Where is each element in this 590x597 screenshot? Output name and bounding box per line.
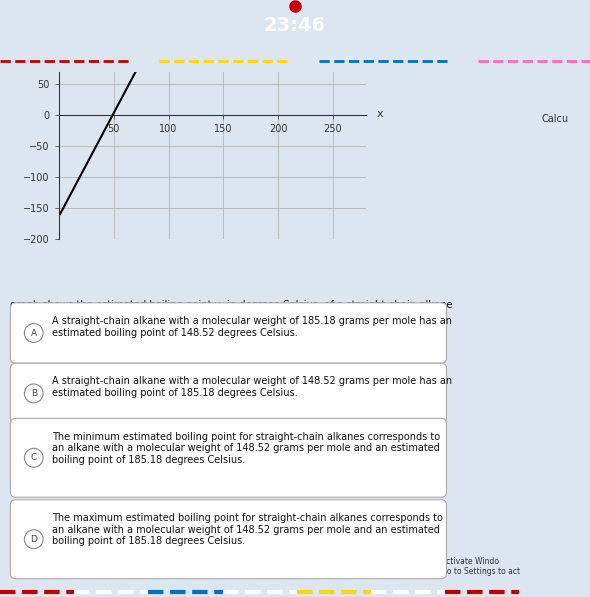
FancyBboxPatch shape: [11, 500, 447, 578]
Circle shape: [24, 448, 43, 467]
Text: 23:46: 23:46: [264, 16, 326, 35]
Circle shape: [24, 530, 43, 549]
Text: A straight-chain alkane with a molecular weight of 185.18 grams per mole has an
: A straight-chain alkane with a molecular…: [52, 316, 452, 337]
Text: x: x: [377, 109, 384, 119]
Text: D: D: [30, 535, 37, 544]
Text: C: C: [31, 453, 37, 462]
FancyBboxPatch shape: [161, 106, 249, 140]
Text: Activate Windo
Go to Settings to act: Activate Windo Go to Settings to act: [441, 556, 520, 576]
Circle shape: [24, 384, 43, 403]
Text: B: B: [31, 389, 37, 398]
FancyBboxPatch shape: [11, 303, 447, 363]
Text: Calcu: Calcu: [541, 113, 568, 124]
Text: The maximum estimated boiling point for straight-chain alkanes corresponds to
an: The maximum estimated boiling point for …: [52, 513, 443, 546]
Text: graph shows the estimated boiling point y, in degrees Celsius, of a straight-cha: graph shows the estimated boiling point …: [11, 300, 453, 333]
Circle shape: [24, 324, 43, 343]
Text: The minimum estimated boiling point for straight-chain alkanes corresponds to
an: The minimum estimated boiling point for …: [52, 432, 440, 464]
FancyBboxPatch shape: [11, 363, 447, 424]
Text: A straight-chain alkane with a molecular weight of 148.52 grams per mole has an
: A straight-chain alkane with a molecular…: [52, 376, 452, 398]
Text: A: A: [31, 328, 37, 337]
FancyBboxPatch shape: [11, 418, 447, 497]
Text: Hide: Hide: [192, 118, 218, 128]
